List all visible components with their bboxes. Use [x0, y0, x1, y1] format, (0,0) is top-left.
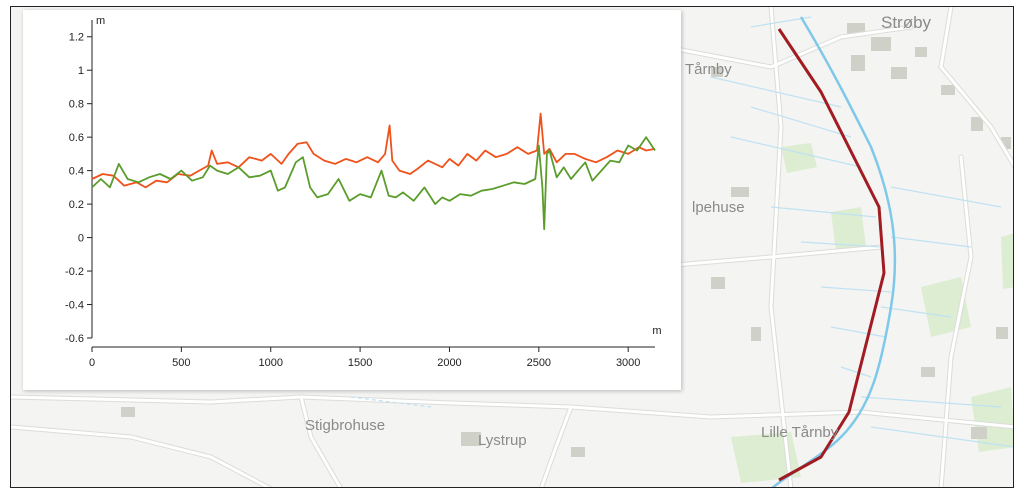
- place-label-tarnby: Tårnby: [685, 61, 732, 78]
- x-tick-label: 0: [89, 357, 95, 369]
- buildings: [121, 23, 1011, 457]
- place-label-stigbrohuse: Stigbrohuse: [305, 417, 386, 434]
- drainage-ditches: [710, 16, 1013, 448]
- chart-series: [91, 112, 656, 231]
- y-tick-label: 0: [78, 233, 84, 245]
- x-tick-label: 3000: [616, 357, 640, 369]
- x-axis-unit-label: m: [652, 325, 661, 337]
- chart-axes: 1.2 1 0.8 0.6 0.4 0.2 0 -0.2 -0.4 -0.6 0 500 1000 150…: [65, 15, 662, 369]
- x-tick-label: 1500: [348, 357, 372, 369]
- x-tick-label: 2000: [437, 357, 461, 369]
- stream: [771, 16, 897, 487]
- place-label-lille-tarnby: Lille Tårnby: [761, 424, 839, 441]
- x-tick-label: 2500: [527, 357, 551, 369]
- place-label-stroby: Strøby: [881, 13, 932, 32]
- y-tick-label: -0.6: [65, 333, 84, 345]
- series-line-1: [91, 112, 656, 189]
- green-areas: [731, 143, 1013, 483]
- place-label-lpehuse: lpehuse: [692, 199, 745, 216]
- elevation-profile-chart: 1.2 1 0.8 0.6 0.4 0.2 0 -0.2 -0.4 -0.6 0 500 1000 150…: [65, 15, 662, 369]
- map-frame[interactable]: Strøby Tårnby lpehuse Stigbrohuse Lystru…: [10, 6, 1014, 488]
- y-tick-label: -0.2: [65, 266, 84, 278]
- y-tick-label: 0.2: [69, 199, 84, 211]
- y-tick-label: -0.4: [65, 300, 84, 312]
- place-label-lystrup: Lystrup: [478, 432, 527, 449]
- y-axis-unit-label: m: [96, 15, 105, 27]
- x-tick-label: 500: [172, 357, 190, 369]
- roads-inner: [11, 7, 1013, 487]
- y-tick-label: 0.8: [69, 99, 84, 111]
- y-tick-label: 1.2: [69, 32, 84, 44]
- y-tick-label: 1: [78, 65, 84, 77]
- x-tick-label: 1000: [258, 357, 282, 369]
- y-tick-label: 0.6: [69, 132, 84, 144]
- survey-route[interactable]: [777, 28, 886, 482]
- series-line-2: [91, 136, 656, 231]
- y-tick-label: 0.4: [69, 166, 84, 178]
- elevation-profile-panel[interactable]: 1.2 1 0.8 0.6 0.4 0.2 0 -0.2 -0.4 -0.6 0 500 1000 150…: [23, 10, 681, 390]
